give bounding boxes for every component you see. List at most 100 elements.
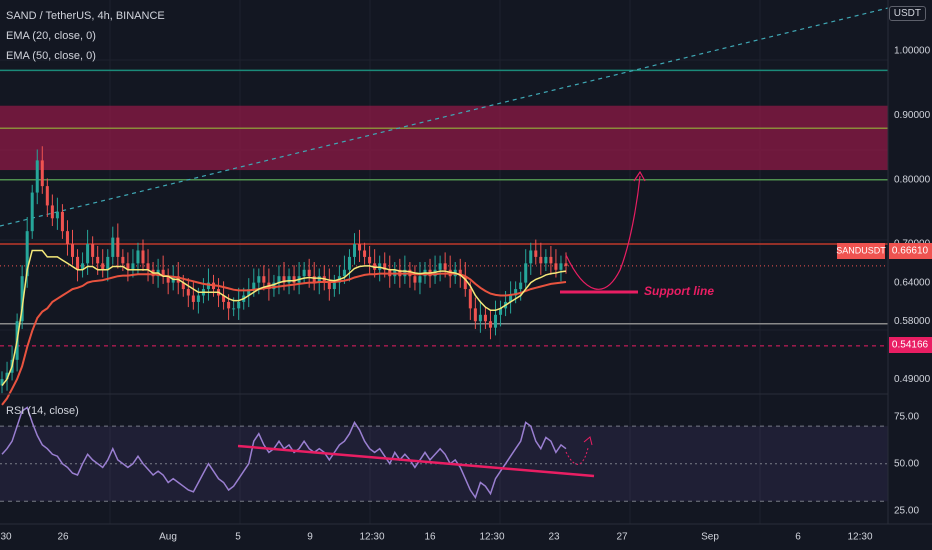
candle-body xyxy=(468,289,472,309)
candle-body xyxy=(559,263,563,270)
candle-body xyxy=(509,295,513,302)
rsi-axis[interactable]: 75.00 50.00 25.00 xyxy=(894,411,919,516)
candle-body xyxy=(292,276,296,283)
candle-body xyxy=(483,314,487,322)
trend-line-dotted[interactable] xyxy=(0,7,889,227)
price-tick: 0.49000 xyxy=(894,374,931,385)
candle-body xyxy=(519,282,523,290)
candle-body xyxy=(478,314,482,322)
resistance-zone xyxy=(0,105,888,171)
candle-body xyxy=(96,256,100,264)
candle-body xyxy=(317,276,321,283)
price-tick: 0.58000 xyxy=(894,316,931,327)
time-tick: 12:30 xyxy=(847,532,872,543)
time-tick: 5 xyxy=(235,532,241,543)
candle-body xyxy=(473,308,477,322)
candle-body xyxy=(60,211,64,232)
rsi-tick: 25.00 xyxy=(894,505,919,516)
currency-selector[interactable]: USDT xyxy=(888,6,926,21)
time-tick: Aug xyxy=(159,532,177,543)
candle-body xyxy=(277,276,281,283)
candle-body xyxy=(81,263,85,270)
candle-body xyxy=(363,250,367,257)
candle-body xyxy=(438,263,442,270)
price-tick: 0.64000 xyxy=(894,277,931,288)
time-tick: 12:30 xyxy=(479,532,504,543)
candle-body xyxy=(101,263,105,270)
candle-body xyxy=(554,263,558,270)
candle-body xyxy=(534,250,538,257)
candle-body xyxy=(418,276,422,283)
symbol-title: SAND / TetherUS, 4h, BINANCE xyxy=(6,10,165,22)
candle-body xyxy=(287,276,291,283)
rsi-trend-line[interactable] xyxy=(237,444,595,478)
ema-20-legend: EMA (20, close, 0) xyxy=(6,30,96,42)
candle-body xyxy=(282,276,286,283)
candle-body xyxy=(524,263,528,283)
price-tick: 1.00000 xyxy=(894,46,931,57)
candle-body xyxy=(136,250,140,264)
candle-body xyxy=(227,301,231,309)
candle-body xyxy=(35,160,39,193)
candle-body xyxy=(307,269,311,277)
candle-body xyxy=(247,289,251,296)
candle-body xyxy=(45,186,49,206)
candle-body xyxy=(111,237,115,257)
horizontal-levels xyxy=(0,69,888,347)
candle-body xyxy=(146,263,150,270)
candle-body xyxy=(116,237,120,257)
candle-body xyxy=(488,321,492,328)
candle-body xyxy=(191,295,195,302)
support-line-label: Support line xyxy=(644,284,714,298)
time-tick: Sep xyxy=(701,532,719,543)
time-tick: 16 xyxy=(424,532,436,543)
candle-body xyxy=(106,256,110,270)
candle-body xyxy=(161,269,165,277)
candle-body xyxy=(463,276,467,290)
ema-50-legend: EMA (50, close, 0) xyxy=(6,50,96,62)
candle-body xyxy=(257,276,261,283)
resistance-zone-rect xyxy=(0,105,888,171)
candle-body xyxy=(342,269,346,277)
candle-body xyxy=(232,308,236,310)
candle-body xyxy=(86,244,90,264)
candle-body xyxy=(327,282,331,290)
time-tick: 6 xyxy=(795,532,801,543)
candle-body xyxy=(5,372,9,380)
candle-body xyxy=(312,276,316,283)
rsi-levels xyxy=(0,425,888,502)
rsi-tick: 75.00 xyxy=(894,411,919,422)
candle-body xyxy=(443,263,447,270)
candle-body xyxy=(368,256,372,264)
time-axis[interactable]: 30 26 Aug 5 9 12:30 16 12:30 23 27 Sep 6 12:30 xyxy=(0,532,873,543)
time-tick: 26 xyxy=(57,532,69,543)
dashed-level-value: 0.54166 xyxy=(892,340,929,351)
ema-20-line xyxy=(1,249,567,387)
candle-body xyxy=(181,282,185,290)
candle-body xyxy=(302,269,306,277)
candle-body xyxy=(25,231,29,277)
candle-body xyxy=(206,282,210,290)
candle-body xyxy=(70,244,75,257)
candle-body xyxy=(352,244,357,257)
arrow-up-icon xyxy=(633,170,646,182)
candle-body xyxy=(40,160,44,187)
candle-body xyxy=(347,256,351,270)
candle-body xyxy=(332,282,336,290)
time-tick: 9 xyxy=(307,532,313,543)
candle-body xyxy=(20,276,24,322)
candle-body xyxy=(76,256,80,270)
candle-body xyxy=(196,295,200,302)
candle-body xyxy=(91,244,95,257)
projection-curve xyxy=(565,175,641,290)
symbol-tag-label: SANDUSDT xyxy=(836,245,886,255)
time-tick: 12:30 xyxy=(359,532,384,543)
candle-body xyxy=(262,276,266,283)
candle-body xyxy=(493,314,498,328)
candle-body xyxy=(141,250,145,264)
candle-body xyxy=(0,379,4,386)
candle-body xyxy=(383,263,387,270)
candle-body xyxy=(121,256,125,264)
candle-body xyxy=(499,308,503,315)
